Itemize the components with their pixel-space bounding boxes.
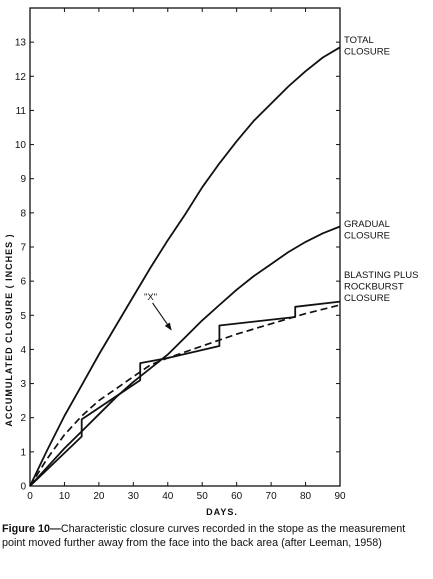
series-label-line: ROCKBURST	[344, 282, 404, 293]
caption-label: Figure 10—	[2, 523, 61, 535]
y-tick-label: 10	[15, 140, 27, 151]
x-tick-label: 60	[231, 491, 243, 502]
annotation-arrow	[152, 302, 172, 331]
plot-frame	[29, 7, 341, 487]
series-label-line: BLASTING PLUS	[344, 270, 418, 281]
caption-text: Characteristic closure curves recorded i…	[2, 523, 406, 549]
series-label-line: CLOSURE	[344, 231, 390, 242]
y-tick-label: 9	[20, 174, 26, 185]
figure-caption: Figure 10—Characteristic closure curves …	[2, 523, 430, 550]
y-tick-label: 3	[20, 379, 26, 390]
y-tick-label: 12	[15, 72, 27, 83]
x-tick-label: 80	[300, 491, 312, 502]
y-tick-label: 8	[20, 208, 26, 219]
series-label-2: GRADUAL CLOSURE	[344, 219, 390, 242]
series-lines	[29, 46, 341, 487]
x-tick-label: 70	[266, 491, 278, 502]
x-tick-label: 20	[93, 491, 105, 502]
annotations: "X"	[144, 292, 172, 331]
y-axis-title: ACCUMULATED CLOSURE ( INCHES )	[4, 233, 14, 426]
series-line-2	[29, 225, 341, 487]
y-tick-label: 13	[15, 38, 27, 49]
x-axis-title: DAYS.	[206, 507, 238, 517]
y-tick-label: 0	[20, 482, 26, 493]
series-label-3: BLASTING PLUS ROCKBURST CLOSURE	[344, 270, 418, 304]
annotation-label: "X"	[144, 292, 157, 303]
series-line-1	[29, 46, 341, 487]
x-tick-label: 40	[162, 491, 174, 502]
series-label-line: GRADUAL	[344, 219, 390, 230]
x-tick-label: 30	[128, 491, 140, 502]
x-axis-ticks: 0 10 20 30 40 50 60 70 80 90	[27, 8, 346, 502]
x-tick-label: 90	[334, 491, 346, 502]
y-tick-label: 4	[20, 345, 26, 356]
x-tick-label: 10	[59, 491, 71, 502]
series-label-line: TOTAL	[344, 35, 374, 46]
y-tick-label: 7	[20, 243, 26, 254]
series-label-line: CLOSURE	[344, 293, 390, 304]
series-label-1: TOTAL CLOSURE	[344, 35, 390, 58]
y-tick-label: 6	[20, 277, 26, 288]
y-tick-label: 1	[20, 447, 26, 458]
series-label-line: CLOSURE	[344, 47, 390, 58]
x-tick-label: 0	[27, 491, 33, 502]
y-tick-label: 11	[16, 106, 27, 117]
y-tick-label: 5	[20, 311, 26, 322]
x-tick-label: 50	[197, 491, 209, 502]
y-tick-label: 2	[20, 413, 26, 424]
